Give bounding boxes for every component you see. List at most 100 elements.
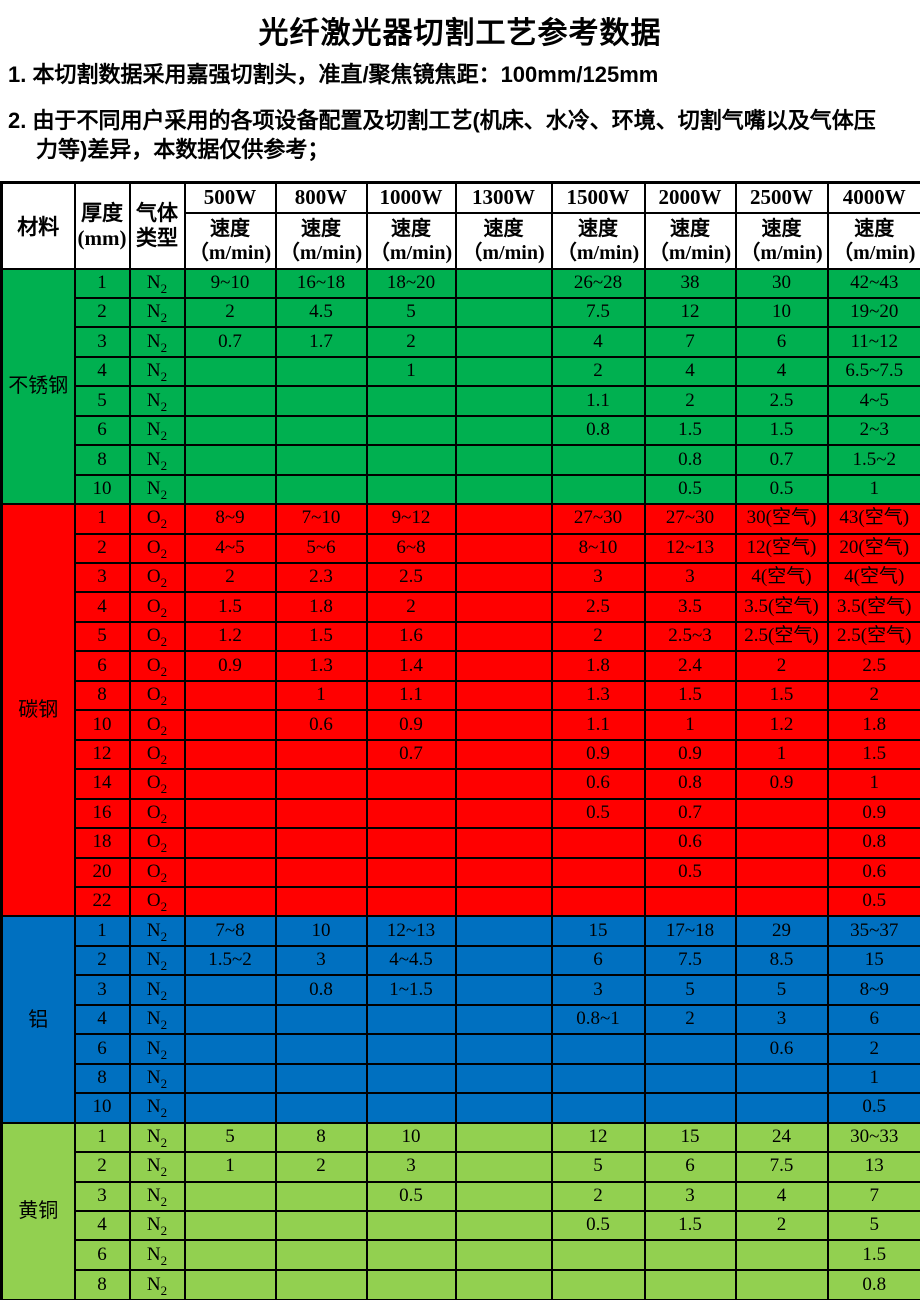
speed-value-cell <box>454 1121 553 1154</box>
speed-value-cell <box>454 444 553 476</box>
speed-value-cell: 4~5 <box>183 532 277 565</box>
speed-value-cell <box>643 1033 737 1065</box>
speed-value-cell <box>274 1033 368 1065</box>
gas-type-cell: N2 <box>128 1121 186 1154</box>
speed-value-cell: 8 <box>274 1121 368 1154</box>
speed-value-cell <box>183 1003 277 1036</box>
header-power-800w: 800W <box>274 181 368 214</box>
speed-value-cell: 0.5 <box>826 1092 920 1124</box>
speed-value-cell: 2 <box>550 355 646 388</box>
speed-value-cell <box>365 1062 457 1095</box>
speed-value-cell: 2 <box>183 296 277 329</box>
speed-value-cell <box>183 1239 277 1271</box>
speed-value-cell <box>550 827 646 859</box>
table-row: 16 O2 0.5 0.7 0.9 <box>2 797 920 830</box>
speed-value-cell <box>365 886 457 918</box>
speed-value-cell: 1.5 <box>183 591 277 623</box>
speed-value-cell: 15 <box>826 944 920 977</box>
speed-value-cell: 3.5 <box>643 591 737 623</box>
notes: 1. 本切割数据采用嘉强切割头，准直/聚焦镜焦距：100mm/125mm 2. … <box>0 60 920 164</box>
speed-value-cell: 0.9 <box>550 738 646 771</box>
speed-value-cell <box>454 296 553 329</box>
speed-value-cell: 4 <box>550 326 646 358</box>
speed-value-cell <box>454 709 553 741</box>
speed-value-cell <box>643 886 737 918</box>
table-row: 4 N2 1 2 4 4 6.5~7.5 <box>2 355 920 388</box>
speed-value-cell: 1.5 <box>826 1239 920 1271</box>
thickness-cell: 18 <box>73 827 131 859</box>
speed-value-cell: 4 <box>734 1180 829 1213</box>
thickness-cell: 4 <box>73 1003 131 1036</box>
speed-value-cell: 7~10 <box>274 503 368 535</box>
speed-value-cell: 4~4.5 <box>365 944 457 977</box>
speed-value-cell: 1.7 <box>274 326 368 358</box>
speed-value-cell: 35~37 <box>826 915 920 947</box>
speed-value-cell: 2.5 <box>550 591 646 623</box>
table-row: 3 N2 0.7 1.7 2 4 7 6 11~12 <box>2 326 920 358</box>
speed-value-cell <box>365 414 457 447</box>
speed-value-cell: 19~20 <box>826 296 920 329</box>
speed-value-cell <box>454 650 553 682</box>
speed-value-cell: 30(空气) <box>734 503 829 535</box>
speed-value-cell <box>454 944 553 977</box>
speed-value-cell: 1 <box>734 738 829 771</box>
table-row: 22 O2 0.5 <box>2 886 920 918</box>
speed-value-cell <box>550 886 646 918</box>
speed-value-cell: 2 <box>365 326 457 358</box>
speed-value-cell: 0.8 <box>643 768 737 800</box>
thickness-cell: 8 <box>73 1062 131 1095</box>
speed-value-cell <box>734 797 829 830</box>
speed-value-cell: 0.5 <box>734 473 829 506</box>
speed-value-cell <box>643 1239 737 1271</box>
speed-value-cell <box>274 856 368 889</box>
speed-value-cell: 20(空气) <box>826 532 920 565</box>
speed-value-cell <box>454 856 553 889</box>
gas-type-cell: O2 <box>128 827 186 859</box>
speed-value-cell: 2 <box>550 620 646 653</box>
speed-value-cell: 1.1 <box>550 385 646 417</box>
table-row: 6 N2 0.8 1.5 1.5 2~3 <box>2 414 920 447</box>
speed-value-cell <box>643 1092 737 1124</box>
thickness-cell: 6 <box>73 650 131 682</box>
table-body: 不锈钢 1 N2 9~10 16~18 18~20 26~28 38 30 42~43 2 N2 2 4.… <box>0 267 920 1300</box>
material-label: 不锈钢 <box>0 267 76 506</box>
speed-value-cell: 0.8 <box>274 974 368 1006</box>
speed-value-cell: 8~9 <box>826 974 920 1006</box>
gas-type-cell: O2 <box>128 650 186 682</box>
gas-type-cell: O2 <box>128 562 186 594</box>
thickness-cell: 1 <box>73 915 131 947</box>
speed-value-cell <box>454 1033 553 1065</box>
thickness-cell: 16 <box>73 797 131 830</box>
speed-value-cell: 4~5 <box>826 385 920 417</box>
speed-value-cell: 0.9 <box>734 768 829 800</box>
speed-value-cell: 3.5(空气) <box>826 591 920 623</box>
speed-value-cell: 4.5 <box>274 296 368 329</box>
gas-type-cell: N2 <box>128 1239 186 1271</box>
gas-type-cell: O2 <box>128 797 186 830</box>
thickness-cell: 12 <box>73 738 131 771</box>
speed-value-cell: 3 <box>365 1151 457 1183</box>
speed-value-cell: 10 <box>734 296 829 329</box>
speed-value-cell: 0.9 <box>826 797 920 830</box>
table-row: 12 O2 0.7 0.9 0.9 1 1.5 <box>2 738 920 771</box>
table-row: 2 N2 1 2 3 5 6 7.5 13 <box>2 1151 920 1183</box>
table-row: 10 N2 0.5 <box>2 1092 920 1124</box>
speed-value-cell: 0.6 <box>734 1033 829 1065</box>
thickness-cell: 5 <box>73 620 131 653</box>
gas-type-cell: N2 <box>128 444 186 476</box>
table-row: 8 N2 0.8 <box>2 1268 920 1300</box>
speed-value-cell <box>454 915 553 947</box>
speed-value-cell: 7.5 <box>643 944 737 977</box>
header-speed-500w: 速度 （m/min) <box>183 211 277 270</box>
speed-value-cell <box>365 1239 457 1271</box>
speed-value-cell: 12~13 <box>643 532 737 565</box>
speed-value-cell: 0.5 <box>643 473 737 506</box>
gas-type-cell: N2 <box>128 1092 186 1124</box>
table-row: 碳钢 1 O2 8~9 7~10 9~12 27~30 27~30 30(空气) 43(空气) <box>0 503 920 918</box>
thickness-cell: 3 <box>73 1180 131 1213</box>
speed-value-cell: 0.9 <box>643 738 737 771</box>
thickness-cell: 8 <box>73 679 131 712</box>
speed-value-cell <box>183 1062 277 1095</box>
speed-value-cell: 1.5 <box>643 1209 737 1242</box>
speed-value-cell: 12(空气) <box>734 532 829 565</box>
